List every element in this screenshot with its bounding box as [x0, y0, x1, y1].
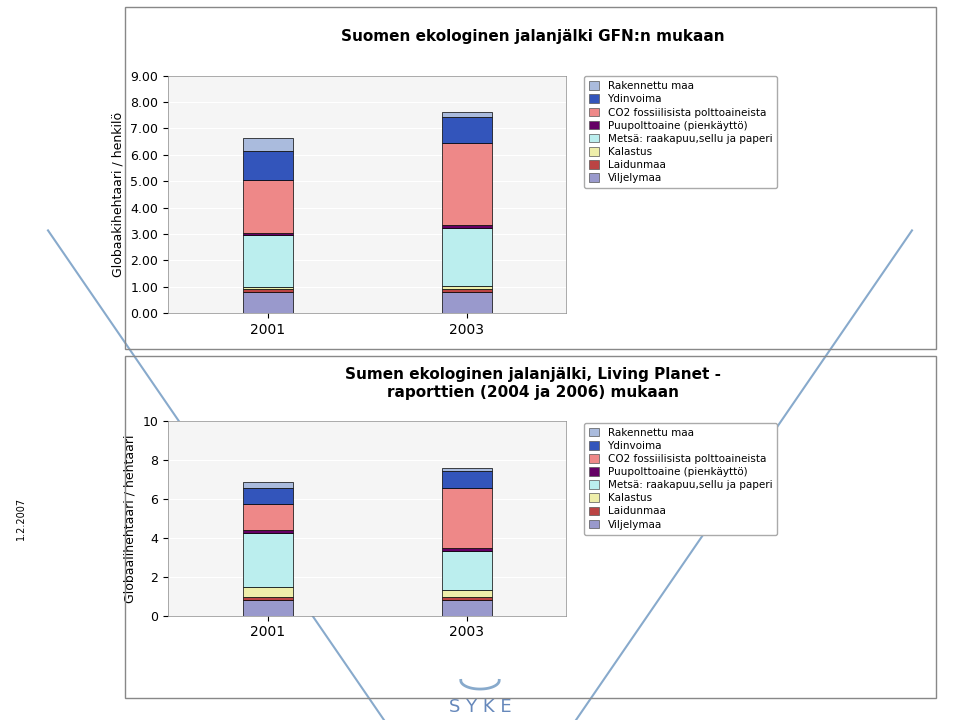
- Legend: Rakennettu maa, Ydinvoima, CO2 fossiilisista polttoaineista, Puupolttoaine (piен: Rakennettu maa, Ydinvoima, CO2 fossiilis…: [584, 423, 778, 535]
- Bar: [243, 289, 293, 292]
- Text: 1.2.2007: 1.2.2007: [16, 497, 26, 540]
- Bar: [442, 488, 492, 548]
- Bar: [442, 551, 492, 590]
- Bar: [442, 548, 492, 551]
- Bar: [243, 533, 293, 587]
- Text: S Y K E: S Y K E: [448, 698, 512, 716]
- Bar: [442, 228, 492, 287]
- Legend: Rakennettu maa, Ydinvoima, CO2 fossiilisista polttoaineista, Puupolttoaine (piен: Rakennettu maa, Ydinvoima, CO2 fossiilis…: [584, 76, 778, 189]
- Bar: [442, 292, 492, 313]
- Bar: [442, 287, 492, 289]
- Text: Sumen ekologinen jalanjälki, Living Planet -: Sumen ekologinen jalanjälki, Living Plan…: [345, 367, 721, 382]
- Bar: [243, 292, 293, 313]
- Bar: [442, 289, 492, 292]
- Bar: [243, 505, 293, 530]
- Bar: [442, 112, 492, 117]
- Bar: [243, 151, 293, 180]
- Text: Suomen ekologinen jalanjälki GFN:n mukaan: Suomen ekologinen jalanjälki GFN:n mukaa…: [341, 29, 725, 44]
- Bar: [442, 225, 492, 228]
- Bar: [243, 235, 293, 287]
- Bar: [243, 600, 293, 616]
- Bar: [442, 600, 492, 616]
- Bar: [442, 590, 492, 597]
- Bar: [243, 587, 293, 597]
- Bar: [442, 117, 492, 143]
- Bar: [442, 597, 492, 600]
- Bar: [243, 233, 293, 235]
- Bar: [243, 180, 293, 233]
- Bar: [243, 138, 293, 151]
- Bar: [243, 530, 293, 533]
- Bar: [243, 287, 293, 289]
- Bar: [442, 468, 492, 472]
- Bar: [243, 488, 293, 505]
- Bar: [442, 143, 492, 225]
- Y-axis label: Globaalihehtaari / hehtaari: Globaalihehtaari / hehtaari: [124, 434, 137, 603]
- Text: raporttien (2004 ja 2006) mukaan: raporttien (2004 ja 2006) mukaan: [387, 385, 679, 400]
- Bar: [243, 597, 293, 600]
- Bar: [442, 472, 492, 488]
- Y-axis label: Globaakihehtaari / henkilö: Globaakihehtaari / henkilö: [111, 112, 125, 277]
- Bar: [243, 482, 293, 488]
